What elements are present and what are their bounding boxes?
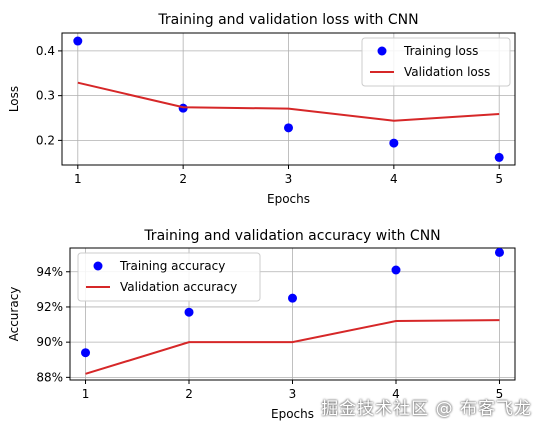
data-point <box>494 152 504 162</box>
chart-1: Training and validation loss with CNN 1 2 3… <box>7 12 516 206</box>
legend-point-marker <box>93 261 103 271</box>
x-tick-label: 1 <box>82 387 90 401</box>
legend-label: Training loss <box>403 44 478 58</box>
legend-box <box>361 37 511 87</box>
x-tick-label: 5 <box>495 172 503 186</box>
y-tick-label: 92% <box>36 300 63 314</box>
plot-frame <box>61 32 516 166</box>
x-tick-label: 4 <box>390 172 398 186</box>
x-tick-label: 3 <box>289 387 297 401</box>
x-axis-label: Epochs <box>267 192 310 206</box>
data-point <box>184 307 194 317</box>
x-tick-label: 2 <box>185 387 193 401</box>
y-tick-label: 0.4 <box>36 44 55 58</box>
data-point <box>288 293 297 303</box>
data-point <box>81 348 91 358</box>
y-axis-label: Loss <box>7 86 21 112</box>
y-axis-label: Accuracy <box>7 287 21 342</box>
x-axis-label: Epochs <box>271 407 314 421</box>
legend-label: Training accuracy <box>119 259 225 273</box>
legend-label: Validation loss <box>404 65 490 79</box>
chart-2: Training and validation accuracy with CN… <box>7 228 516 421</box>
y-tick-label: 94% <box>36 265 63 279</box>
data-point <box>494 247 504 257</box>
legend: Training accuracy Validation accuracy <box>77 252 261 302</box>
x-tick-label: 2 <box>179 172 187 186</box>
x-tick-label: 4 <box>392 387 400 401</box>
data-point <box>389 138 399 148</box>
x-tick-label: 3 <box>285 172 293 186</box>
watermark: 掘金技术社区 @ 布客飞龙 <box>321 399 532 419</box>
y-tick-label: 0.3 <box>36 89 55 103</box>
chart-title: Training and validation loss with CNN <box>157 12 418 28</box>
legend-label: Validation accuracy <box>120 280 237 294</box>
data-point <box>284 123 293 133</box>
data-point <box>391 265 401 275</box>
series-line <box>77 81 500 122</box>
data-point <box>73 36 83 46</box>
y-tick-label: 90% <box>36 335 63 349</box>
x-tick-label: 1 <box>74 172 82 186</box>
y-tick-label: 88% <box>36 370 63 384</box>
legend-box <box>77 252 261 302</box>
legend: Training loss Validation loss <box>361 37 511 87</box>
series-line <box>85 319 500 375</box>
chart-title: Training and validation accuracy with CN… <box>143 228 440 244</box>
y-tick-label: 0.2 <box>36 133 55 147</box>
legend-point-marker <box>377 46 387 56</box>
plot-frame <box>69 247 516 381</box>
x-tick-label: 5 <box>496 387 504 401</box>
